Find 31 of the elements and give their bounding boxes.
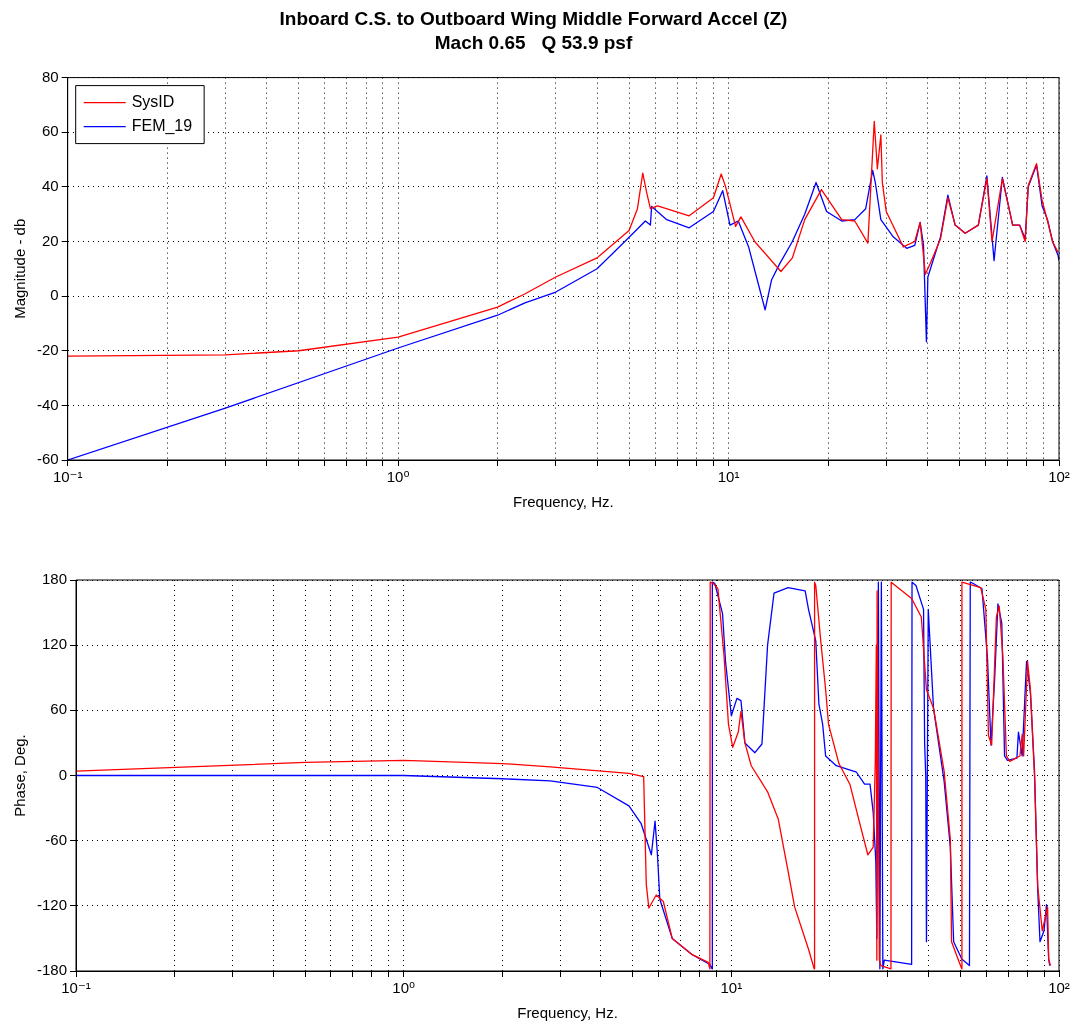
legend-label: SysID bbox=[131, 93, 175, 111]
y-tick-label: -20 bbox=[36, 340, 59, 358]
y-tick-label: -40 bbox=[36, 395, 59, 413]
x-tick-label: 10¹ bbox=[720, 979, 743, 997]
x-tick-label: 10⁰ bbox=[386, 468, 410, 486]
y-tick-label: 60 bbox=[50, 700, 68, 718]
y-tick-label: 40 bbox=[41, 177, 59, 194]
y-tick-label: -60 bbox=[36, 450, 59, 468]
x-tick-label: 10² bbox=[1048, 468, 1070, 486]
y-tick-label: -180 bbox=[36, 961, 68, 979]
y-tick-label: 120 bbox=[41, 635, 68, 653]
x-tick-label: 10² bbox=[1048, 979, 1070, 997]
y-tick-label: 20 bbox=[41, 231, 59, 249]
y-tick-label: -60 bbox=[45, 830, 68, 848]
chart-subtitle: Mach 0.65 Q 53.9 psf bbox=[434, 32, 633, 54]
legend-label: FEM_19 bbox=[131, 117, 193, 136]
y-tick-label: 180 bbox=[41, 570, 68, 588]
x-tick-label: 10⁰ bbox=[392, 979, 416, 997]
y-tick-label: 0 bbox=[58, 765, 68, 783]
chart-title: Inboard C.S. to Outboard Wing Middle Forward Accel (Z) bbox=[279, 7, 788, 29]
y-axis-title: Magnitude - db bbox=[11, 218, 29, 319]
y-tick-label: 60 bbox=[41, 122, 59, 140]
x-tick-label: 10¹ bbox=[717, 468, 740, 486]
x-axis-title: Frequency, Hz. bbox=[513, 493, 614, 511]
y-tick-label: 80 bbox=[41, 67, 59, 85]
y-tick-label: 0 bbox=[50, 286, 59, 304]
x-axis-title: Frequency, Hz. bbox=[517, 1004, 618, 1022]
x-tick-label: 10⁻¹ bbox=[52, 468, 83, 486]
x-tick-label: 10⁻¹ bbox=[61, 979, 91, 997]
y-tick-label: -120 bbox=[36, 895, 68, 913]
y-axis-title: Phase, Deg. bbox=[11, 734, 29, 817]
